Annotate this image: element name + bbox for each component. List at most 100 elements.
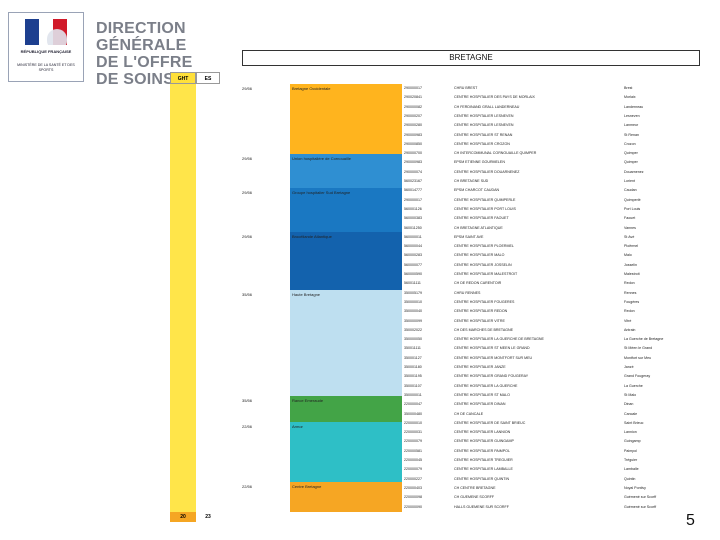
table-row: 220000079 CENTRE HOSPITALIER LAMBALLE Lamb… <box>402 465 700 474</box>
city-name: St Renan <box>624 132 639 137</box>
establishment-name: CENTRE HOSPITALIER CROZON <box>454 141 510 146</box>
city-name: Tréguier <box>624 458 638 462</box>
establishment-name: CENTRE HOSPITALIER QUIMPERLE <box>454 197 516 202</box>
ght-count-column <box>170 84 196 512</box>
es-count-column <box>196 84 220 512</box>
establishment-name: CENTRE HOSPITALIER TREGUIER <box>454 458 513 462</box>
city-name: Dinan <box>624 402 634 407</box>
table-row: 350000011 CENTRE HOSPITALIER ST MALO St Ma… <box>402 391 700 400</box>
establishment-name: CH DE CANCALE <box>454 411 484 416</box>
ght-name: Bretagne Occidentale <box>292 86 331 91</box>
establishment-name: CH BRETAGNE SUD <box>454 179 489 183</box>
table-row: 220000403 CH CENTRE BRETAGNE Noyal Pontivy <box>402 484 700 493</box>
establishment-name: CENTRE HOSPITALIER PORT LOUIS <box>454 206 516 211</box>
finess-code: 290000017 <box>404 86 422 90</box>
table-row: 350005179 CHRU RENNES Rennes <box>402 289 700 298</box>
city-name: Lanmeur <box>624 123 639 128</box>
table-row: 350011111 CENTRE HOSPITALIER ST MEEN LE G… <box>402 344 700 353</box>
establishment-name: CENTRE HOSPITALIER DOUARNENEZ <box>454 169 520 174</box>
city-name: Quimperlé <box>624 197 641 202</box>
city-name: Paimpol <box>624 448 637 453</box>
finess-code: 220000090 <box>404 504 422 509</box>
city-name: Morlaix <box>624 95 636 100</box>
finess-code: 560000011 <box>404 234 422 239</box>
city-name: Crozon <box>624 141 636 146</box>
establishment-name: HALLS GUEMENE SUR SCORFF <box>454 504 509 509</box>
city-name: Janzé <box>624 365 634 369</box>
finess-code: 560011250 <box>404 225 422 230</box>
table-row: 350000050 CENTRE HOSPITALIER LA GUERCHE D… <box>402 335 700 344</box>
finess-code: 350001127 <box>404 355 422 360</box>
table-row: 220000047 CENTRE HOSPITALIER DINAN Dinan <box>402 400 700 409</box>
city-name: Landerneau <box>624 104 644 109</box>
city-name: Redon <box>624 281 635 286</box>
ministry-label: MINISTÈRE DE LA SANTÉ ET DES SPORTS <box>17 63 75 72</box>
ght-block: Centre Bretagne <box>290 482 402 512</box>
dgos-line-3: DE L'OFFRE <box>96 54 193 71</box>
city-name: Quimper <box>624 151 638 156</box>
city-name: Antrain <box>624 327 636 332</box>
finess-code: 560001126 <box>404 206 422 211</box>
ght-table: GHT ES 20 23 Bretagne Occidentale 29/56 Un… <box>170 72 700 522</box>
city-name: Guingamp <box>624 439 641 444</box>
finess-code: 220000047 <box>404 402 422 407</box>
department-code: 22/56 <box>242 484 253 489</box>
finess-code: 220000581 <box>404 448 422 453</box>
finess-code: 350000050 <box>404 337 422 342</box>
table-row: 290000280 CENTRE HOSPITALIER LESNEVEN Lanm… <box>402 121 700 130</box>
establishment-name: CENTRE HOSPITALIER JOSSELIN <box>454 262 512 267</box>
establishment-name: CENTRE HOSPITALIER LA GUERCHE DE BRETAGN… <box>454 337 544 342</box>
city-name: Vannes <box>624 225 636 230</box>
city-name: La Guerche <box>624 383 643 388</box>
finess-code: 290000207 <box>404 113 422 118</box>
ministry-logo: RÉPUBLIQUE FRANÇAISE MINISTÈRE DE LA SAN… <box>8 12 84 82</box>
table-row: 560023167 CH BRETAGNE SUD Lorient <box>402 177 700 186</box>
establishment-name: CENTRE HOSPITALIER PAIMPOL <box>454 448 510 453</box>
city-name: Guémené sur Scorff <box>624 504 657 509</box>
establishment-name: CH FERDINAND GRALL LANDERNEAU <box>454 104 520 109</box>
establishment-name: CENTRE HOSPITALIER REDON <box>454 309 508 314</box>
table-row: 350000010 CENTRE HOSPITALIER FOUGERES Foug… <box>402 298 700 307</box>
table-row: 560014777 EPSM CHARCOT CAUDAN Caudan <box>402 186 700 195</box>
establishment-name: CH DES MARCHES DE BRETAGNE <box>454 327 514 332</box>
ght-name: Haute Bretagne <box>292 292 321 297</box>
ght-block: Brocéliande Atlantique <box>290 232 402 290</box>
finess-code: 290000983 <box>404 132 422 137</box>
table-row: 290000207 CENTRE HOSPITALIER LESNEVEN Lesn… <box>402 112 700 121</box>
establishment-name: CENTRE HOSPITALIER GUINGAMP <box>454 439 514 444</box>
table-row: 290000700 CH INTERCOMMUNAL CORNOUAILLE QU… <box>402 149 700 158</box>
table-row: 220000079 CENTRE HOSPITALIER GUINGAMP Guin… <box>402 437 700 446</box>
establishment-name: CENTRE HOSPITALIER DINAN <box>454 402 506 407</box>
city-name: St Malo <box>624 392 637 397</box>
ght-block: Union hospitalière de Cornouaille <box>290 154 402 188</box>
establishment-name: CH GUEMENE SCORFF <box>454 495 495 500</box>
french-flag-icon <box>25 19 67 45</box>
table-row: 350002022 CH DES MARCHES DE BRETAGNE Antra… <box>402 326 700 335</box>
establishment-name: EPSM SAINT AVE <box>454 234 484 239</box>
table-row: 560000383 CENTRE HOSPITALIER FAOUET Faouet <box>402 214 700 223</box>
table-row: 220000227 CENTRE HOSPITALIER QUINTIN Quint… <box>402 475 700 484</box>
header-es: ES <box>196 72 220 84</box>
city-name: Brest <box>624 86 633 90</box>
finess-code: 220000045 <box>404 458 422 462</box>
city-name: Ploërmel <box>624 244 639 249</box>
city-name: Malo <box>624 253 632 258</box>
city-name: St Méen le Grand <box>624 346 653 351</box>
city-name: Malestroit <box>624 272 640 276</box>
ght-block: Groupe hospitalier Sud Bretagne <box>290 188 402 232</box>
finess-code: 350000040 <box>404 309 422 314</box>
establishment-name: CENTRE HOSPITALIER MALESTROIT <box>454 272 518 276</box>
establishment-name: CENTRE HOSPITALIER LAMBALLE <box>454 467 513 472</box>
table-row: 220000045 CENTRE HOSPITALIER TREGUIER Trég… <box>402 456 700 465</box>
table-row: 560000283 CENTRE HOSPITALIER MALO Malo <box>402 251 700 260</box>
region-title: BRETAGNE <box>242 50 700 66</box>
table-row: 560001126 CENTRE HOSPITALIER PORT LOUIS Po… <box>402 205 700 214</box>
establishment-name: CH INTERCOMMUNAL CORNOUAILLE QUIMPER <box>454 151 537 156</box>
finess-code: 220000031 <box>404 430 422 435</box>
finess-code: 290000017 <box>404 197 422 202</box>
finess-code: 560000590 <box>404 272 422 276</box>
marianne-icon <box>47 29 67 45</box>
table-row: 220000098 CH GUEMENE SCORFF Guémené sur Sc… <box>402 493 700 502</box>
finess-code: 560014777 <box>404 188 422 193</box>
table-row: 290000017 CENTRE HOSPITALIER QUIMPERLE Qui… <box>402 196 700 205</box>
